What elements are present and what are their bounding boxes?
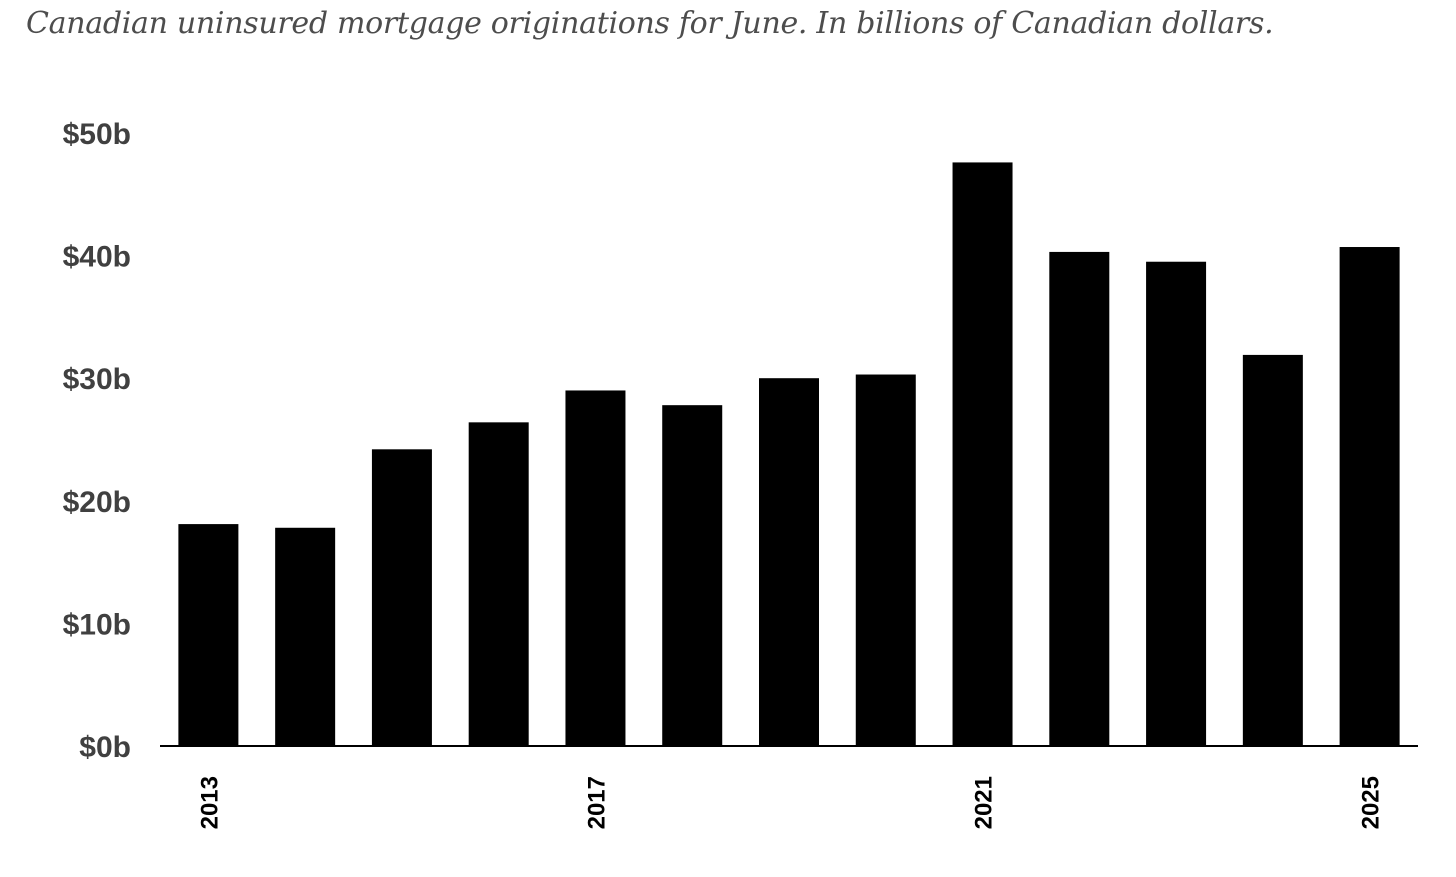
- y-tick-label: $40b: [63, 241, 131, 274]
- bar-2024: [1242, 354, 1303, 746]
- y-tick-label: $10b: [63, 608, 131, 641]
- chart-title: Canadian uninsured mortgage originations…: [26, 6, 1274, 41]
- x-tick-label: 2021: [971, 776, 998, 829]
- x-tick-label: 2013: [196, 776, 223, 829]
- bar-2025: [1339, 247, 1400, 746]
- bar-2016: [468, 422, 529, 746]
- y-tick-label: $50b: [63, 118, 131, 151]
- bar-2018: [662, 405, 723, 746]
- bar-2019: [759, 378, 819, 746]
- bar-2021: [952, 162, 1013, 746]
- y-axis-ticks: $0b $10b $20b $30b $40b $50b: [63, 118, 131, 764]
- x-axis-ticks: 2013 2017 2021 2025: [196, 776, 1384, 829]
- bars: [178, 162, 1400, 746]
- bar-2017: [565, 390, 626, 746]
- bar-2020: [855, 374, 916, 746]
- y-tick-label: $20b: [63, 486, 131, 519]
- bar-2023: [1146, 261, 1207, 746]
- y-tick-label: $30b: [63, 363, 131, 396]
- y-tick-label: $0b: [79, 731, 131, 764]
- x-tick-label: 2017: [583, 776, 610, 829]
- x-tick-label: 2025: [1358, 776, 1385, 829]
- bar-2022: [1049, 251, 1110, 746]
- bar-2014: [275, 527, 336, 746]
- bar-2015: [371, 449, 432, 746]
- bar-2013: [178, 524, 239, 746]
